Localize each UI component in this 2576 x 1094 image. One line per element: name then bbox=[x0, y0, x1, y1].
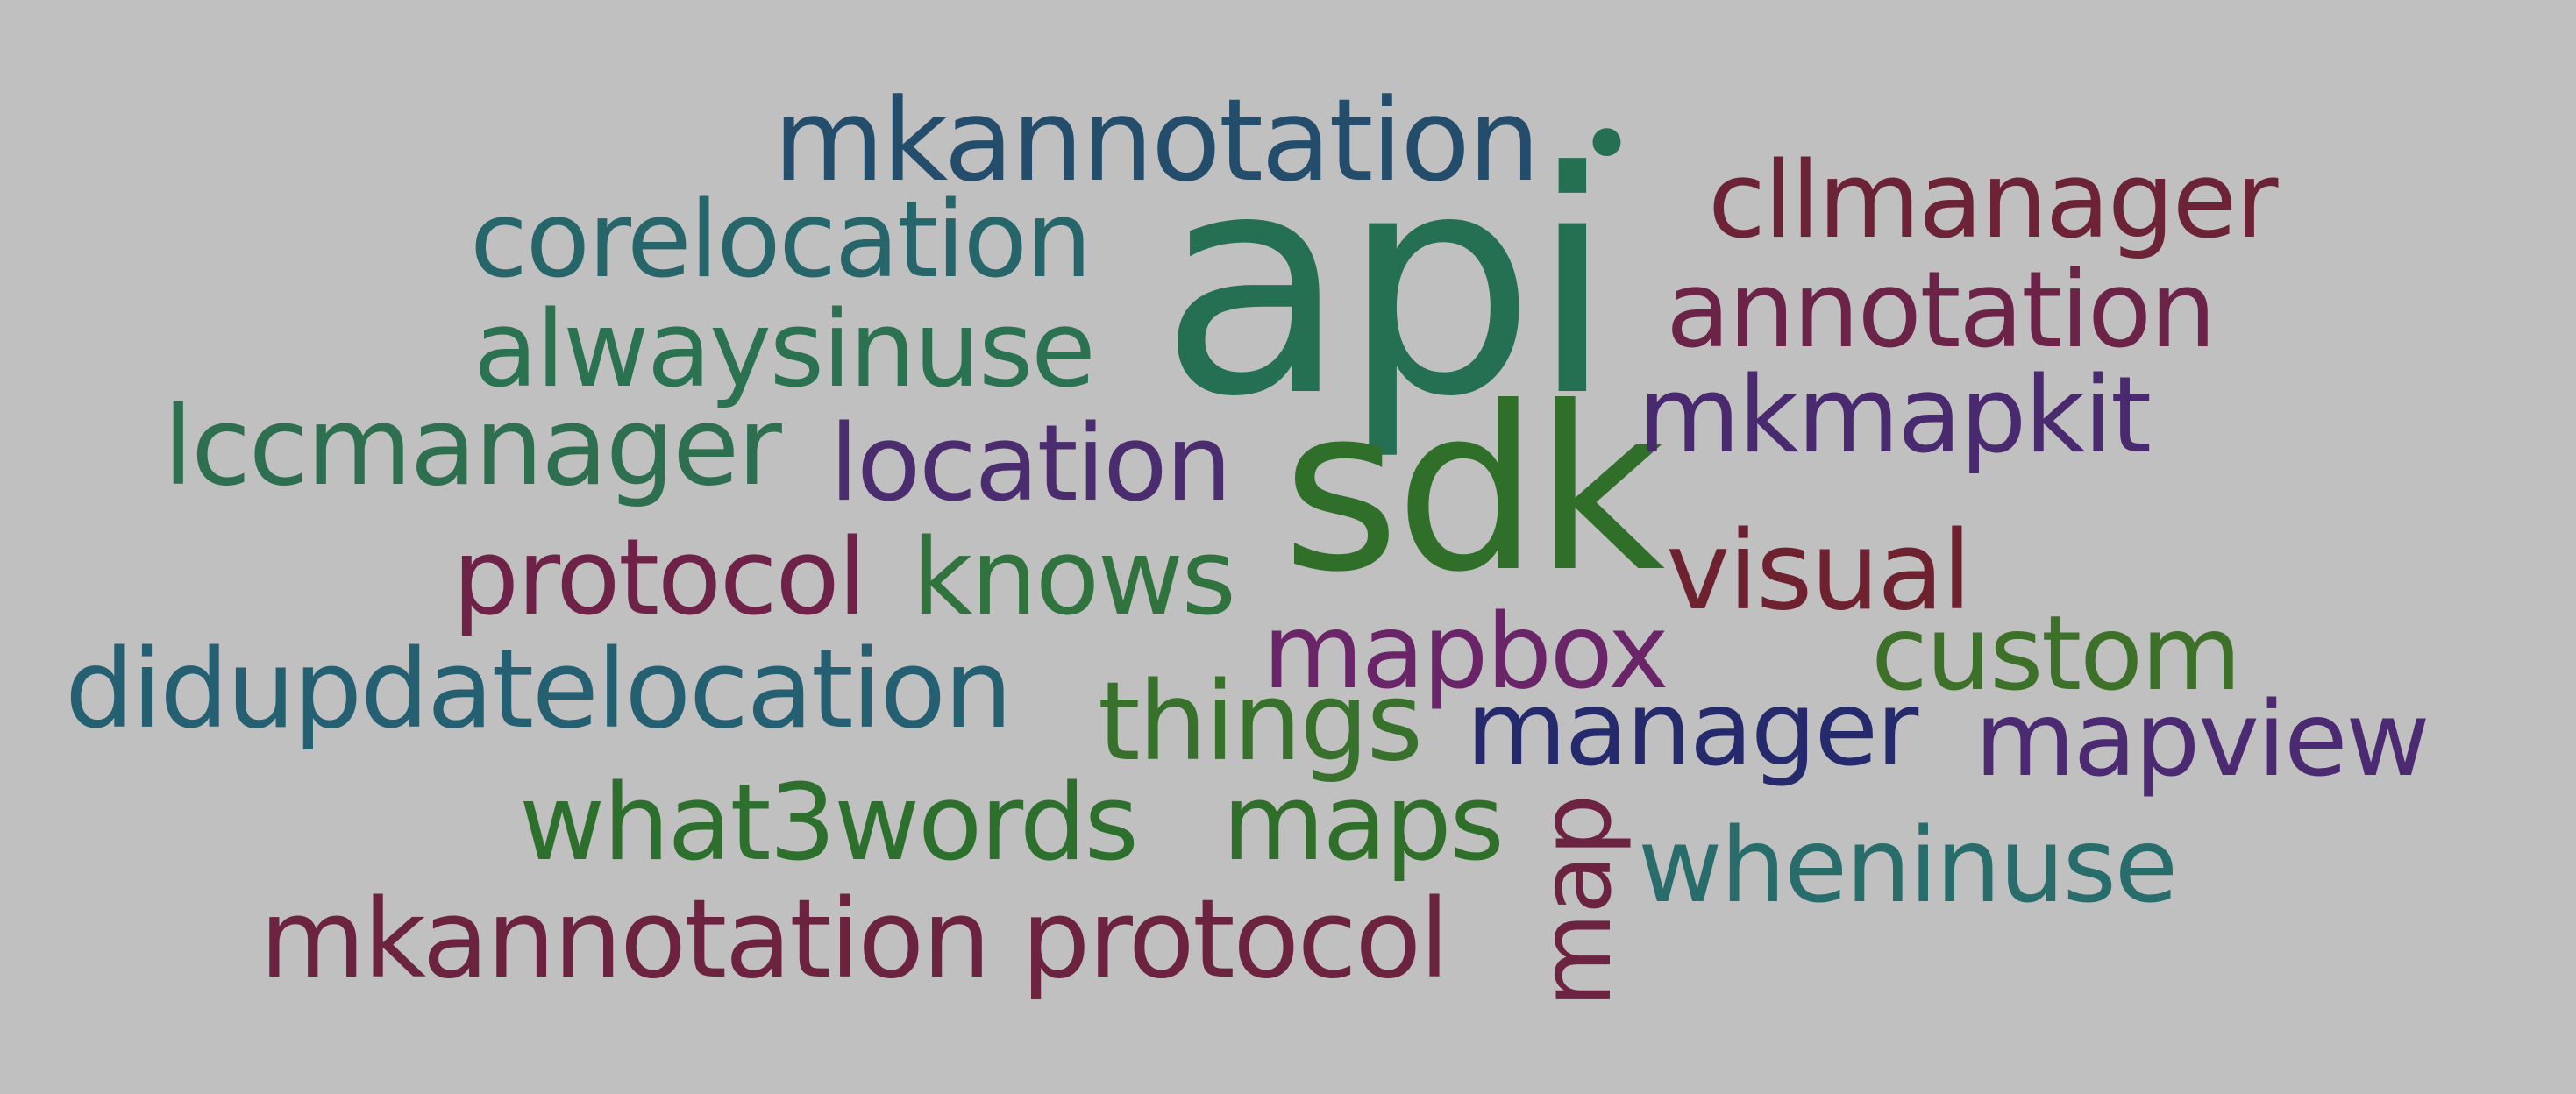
word-didupdatelocation: didupdatelocation bbox=[65, 627, 1013, 753]
word-lccmanager: lccmanager bbox=[163, 384, 782, 510]
word-api: api bbox=[1159, 106, 1615, 464]
word-corelocation: corelocation bbox=[470, 180, 1092, 302]
word-what3words: what3words bbox=[519, 763, 1139, 884]
word-mkannotation: mkannotation bbox=[773, 74, 1541, 207]
word-mapview: mapview bbox=[1975, 678, 2430, 799]
word-mkmapkit: mkmapkit bbox=[1638, 355, 2152, 477]
word-manager: manager bbox=[1466, 668, 1918, 789]
word-dot: • bbox=[1578, 89, 1635, 201]
word-annotation: annotation bbox=[1666, 250, 2217, 372]
word-cllmanager: cllmanager bbox=[1708, 140, 2278, 262]
word-maps: maps bbox=[1222, 763, 1505, 884]
word-mkannotation-protocol: mkannotation protocol bbox=[260, 877, 1449, 1003]
word-alwaysinuse: alwaysinuse bbox=[473, 289, 1096, 411]
word-visual: visual bbox=[1666, 508, 1972, 635]
word-sdk: sdk bbox=[1282, 359, 1665, 622]
word-things: things bbox=[1098, 659, 1423, 785]
word-wheninuse: wheninuse bbox=[1638, 805, 2178, 926]
word-mapbox: mapbox bbox=[1263, 591, 1669, 712]
word-protocol: protocol bbox=[452, 517, 867, 639]
word-custom: custom bbox=[1871, 593, 2242, 714]
word-map: map bbox=[1519, 795, 1633, 1008]
word-knows: knows bbox=[912, 517, 1236, 639]
word-location: location bbox=[829, 403, 1232, 525]
